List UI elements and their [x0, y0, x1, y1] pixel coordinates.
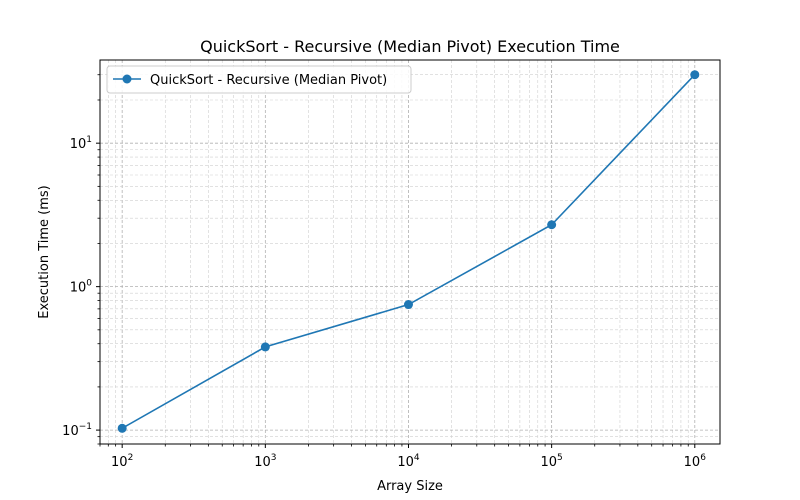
- y-tick-label: 10−1: [62, 422, 92, 439]
- data-point: [690, 70, 700, 80]
- y-tick-label: 101: [70, 135, 92, 152]
- series-layer: [117, 70, 700, 433]
- plot-frame: [99, 59, 721, 445]
- grid: [99, 60, 720, 445]
- x-tick-label: 106: [684, 453, 707, 470]
- y-axis: 10−1 100 101: [62, 74, 100, 445]
- x-tick-label: 103: [254, 453, 276, 470]
- legend-marker-swatch: [122, 74, 132, 84]
- legend-entry-label: QuickSort - Recursive (Median Pivot): [150, 73, 387, 88]
- chart-title: QuickSort - Recursive (Median Pivot) Exe…: [200, 37, 620, 56]
- y-axis-label: Execution Time (ms): [37, 185, 52, 318]
- data-point: [117, 423, 127, 433]
- data-point: [260, 342, 270, 352]
- x-axis: 102 103 104 105 106: [99, 444, 707, 470]
- legend-box: [106, 65, 412, 94]
- x-tick-label: 104: [397, 453, 420, 470]
- x-axis-label: Array Size: [377, 479, 443, 494]
- legend: QuickSort - Recursive (Median Pivot): [106, 65, 412, 94]
- data-point: [403, 300, 413, 310]
- x-tick-label: 102: [111, 453, 133, 470]
- y-tick-label: 100: [70, 279, 93, 296]
- data-point: [547, 220, 557, 230]
- x-tick-label: 105: [540, 453, 562, 470]
